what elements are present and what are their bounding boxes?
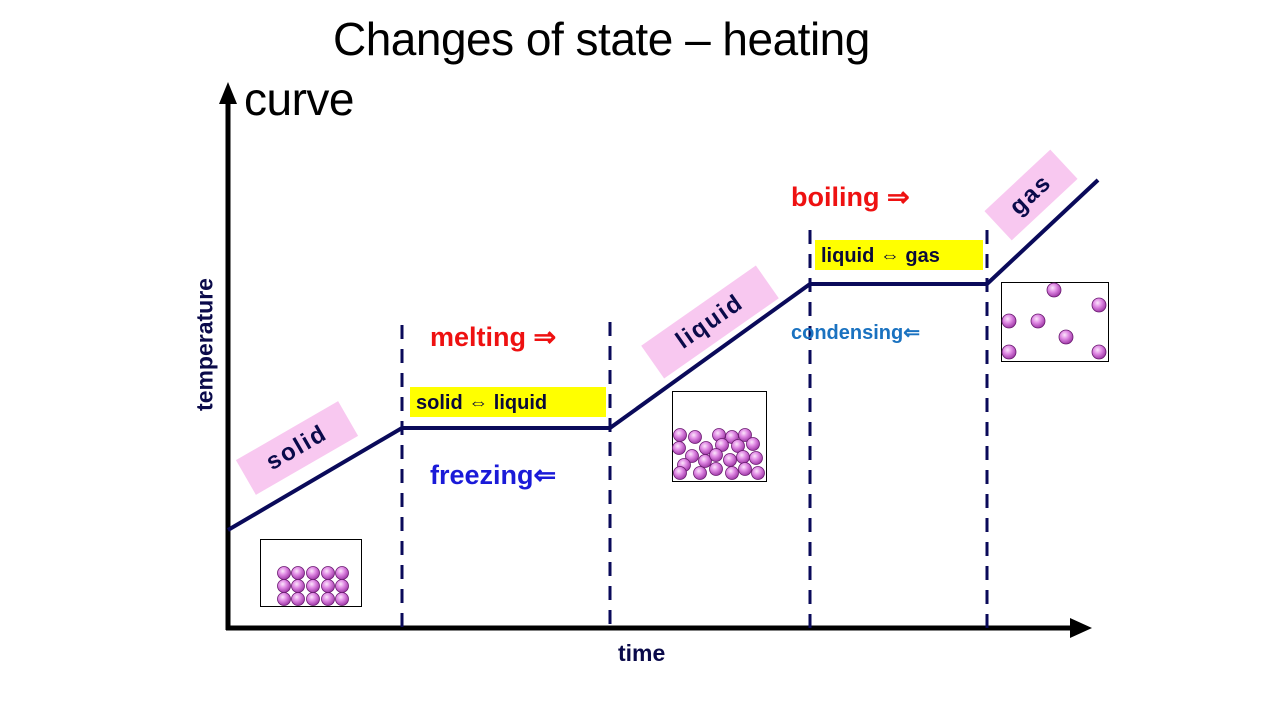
boiling-label: boiling ⇒ (791, 182, 910, 212)
phase-boundary-lines (400, 230, 989, 628)
solid-liquid-highlight: solid ⇔ liquid (410, 387, 606, 417)
gas-particle-box (1001, 282, 1109, 362)
page-title-line2: curve (244, 73, 354, 125)
y-axis-label: temperature (191, 278, 218, 411)
liquid-gas-highlight: liquid ⇔ gas (815, 240, 983, 270)
freezing-label: freezing⇐ (430, 460, 557, 490)
x-axis (226, 618, 1092, 638)
page-title-line1: Changes of state – heating (333, 13, 870, 65)
melting-label: melting ⇒ (430, 322, 557, 352)
x-axis-label: time (618, 640, 666, 666)
solid-particle-box (260, 539, 362, 607)
liquid-particle-box (672, 391, 767, 482)
heating-curve-line (226, 178, 1100, 532)
condensing-label: condensing⇐ (791, 322, 920, 344)
y-axis (219, 82, 237, 630)
